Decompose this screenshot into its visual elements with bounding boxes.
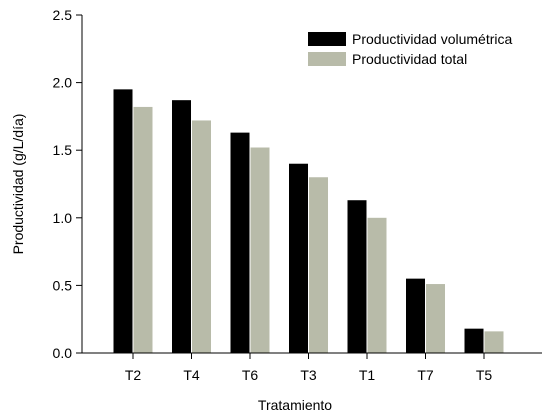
bar-total-t5 [484, 331, 504, 353]
y-tick-label: 0.0 [53, 345, 73, 361]
bars-layer [113, 89, 504, 354]
x-tick-label: T5 [476, 367, 493, 383]
x-tick-label: T4 [183, 367, 200, 383]
bar-total-t1 [367, 217, 387, 353]
bar-volumetrica-t6 [230, 132, 250, 353]
x-tick-label: T6 [242, 367, 259, 383]
bar-volumetrica-t4 [172, 100, 191, 354]
y-axis-title: Productividad (g/L/día) [10, 114, 26, 255]
x-tick-label: T1 [359, 367, 376, 383]
bar-volumetrica-t2 [113, 89, 133, 354]
y-tick-label: 2.0 [53, 75, 73, 91]
bar-volumetrica-t1 [347, 200, 367, 353]
bar-total-t3 [309, 177, 328, 353]
x-tick-label: T2 [125, 367, 142, 383]
legend-label: Productividad volumétrica [352, 31, 513, 47]
axes-layer: 0.0 0.5 1.0 1.5 2.0 2.5 T2 T4 T6 T3 T1 T7 T5 [53, 7, 542, 383]
x-tick-label: T7 [417, 367, 434, 383]
legend-swatch [308, 52, 346, 66]
bar-total-t6 [250, 147, 270, 353]
y-tick-label: 1.5 [53, 142, 73, 158]
y-tick-label: 0.5 [53, 277, 73, 293]
y-tick-label: 2.5 [53, 7, 73, 23]
x-axis-title: Tratamiento [258, 397, 332, 413]
legend-label: Productividad total [352, 51, 467, 67]
bar-total-t4 [192, 120, 211, 354]
y-tick-label: 1.0 [53, 210, 73, 226]
legend: Productividad volumétrica Productividad t… [308, 31, 513, 67]
bar-volumetrica-t7 [406, 278, 425, 353]
bar-total-t7 [426, 284, 445, 353]
legend-swatch [308, 32, 346, 46]
x-tick-label: T3 [300, 367, 317, 383]
bar-volumetrica-t3 [289, 163, 308, 353]
bar-volumetrica-t5 [464, 328, 484, 353]
bar-total-t2 [133, 106, 153, 353]
